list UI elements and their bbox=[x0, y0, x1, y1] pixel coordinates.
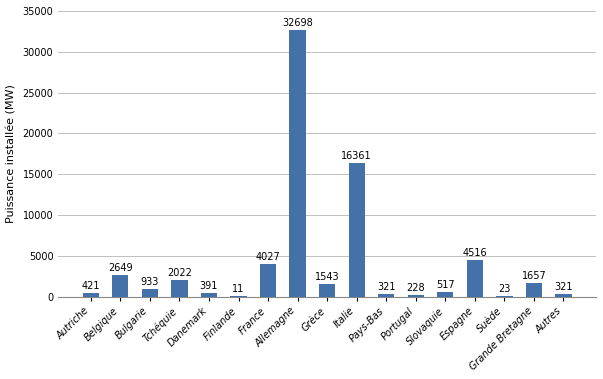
Text: 23: 23 bbox=[498, 284, 511, 294]
Bar bbox=[319, 284, 335, 296]
Y-axis label: Puissance installée (MW): Puissance installée (MW) bbox=[7, 84, 17, 223]
Text: 2649: 2649 bbox=[108, 263, 133, 273]
Text: 517: 517 bbox=[436, 280, 455, 290]
Text: 228: 228 bbox=[406, 283, 425, 293]
Bar bbox=[171, 280, 188, 296]
Bar bbox=[437, 292, 453, 296]
Bar bbox=[289, 30, 306, 296]
Text: 2022: 2022 bbox=[167, 268, 192, 278]
Text: 321: 321 bbox=[377, 282, 396, 292]
Bar bbox=[201, 293, 217, 296]
Bar bbox=[526, 283, 542, 296]
Bar bbox=[112, 275, 128, 296]
Text: 1657: 1657 bbox=[522, 271, 546, 281]
Bar bbox=[467, 260, 483, 296]
Text: 1543: 1543 bbox=[315, 272, 339, 282]
Text: 933: 933 bbox=[140, 277, 159, 287]
Text: 421: 421 bbox=[81, 281, 100, 291]
Text: 4027: 4027 bbox=[256, 252, 280, 262]
Bar bbox=[378, 294, 394, 296]
Text: 321: 321 bbox=[554, 282, 573, 292]
Bar bbox=[260, 264, 276, 296]
Text: 16361: 16361 bbox=[341, 151, 372, 161]
Bar bbox=[142, 289, 158, 296]
Text: 32698: 32698 bbox=[282, 18, 313, 28]
Bar bbox=[408, 295, 424, 296]
Bar bbox=[83, 293, 99, 296]
Text: 4516: 4516 bbox=[463, 247, 487, 258]
Text: 391: 391 bbox=[200, 281, 218, 291]
Bar bbox=[555, 294, 572, 296]
Bar bbox=[349, 163, 365, 296]
Text: 11: 11 bbox=[232, 284, 245, 294]
